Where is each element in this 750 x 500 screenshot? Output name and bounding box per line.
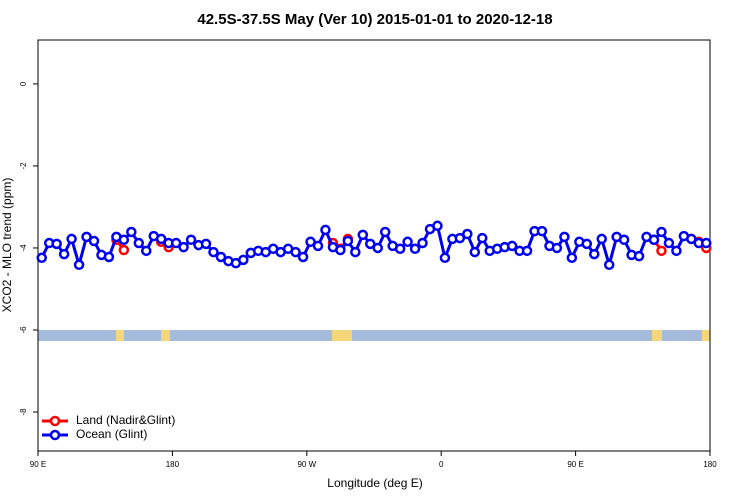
data-point (559, 231, 570, 243)
data-point (178, 241, 189, 253)
data-point (648, 234, 660, 246)
data-point (170, 237, 182, 249)
data-point (335, 244, 346, 256)
data-point (701, 237, 712, 249)
data-point (596, 233, 607, 245)
data-point (118, 234, 130, 246)
data-point (521, 245, 533, 257)
legend-marker (49, 429, 61, 441)
data-point (350, 246, 361, 258)
data-point (66, 233, 77, 245)
y-tick-label: -6 (19, 326, 28, 334)
x-tick-label: 90 E (30, 460, 46, 469)
y-axis-label: XCO2 - MLO trend (ppm) (0, 178, 14, 313)
data-point (663, 237, 675, 249)
x-tick-label: 90 E (567, 460, 583, 469)
data-point (73, 259, 85, 271)
legend-label: Land (Nadir&Glint) (76, 413, 175, 427)
data-point (656, 226, 667, 238)
x-tick-label: 90 W (297, 460, 316, 469)
data-point (342, 235, 354, 247)
x-tick-label: 180 (703, 460, 717, 469)
data-point (536, 225, 548, 237)
y-tick-label: -2 (19, 162, 28, 170)
data-point (656, 245, 667, 257)
data-point (185, 234, 197, 246)
data-point (551, 242, 563, 254)
data-point (417, 237, 428, 249)
data-point (365, 238, 376, 250)
data-point (126, 226, 137, 238)
data-point (686, 233, 697, 245)
data-point (372, 242, 383, 254)
data-point (454, 232, 466, 244)
data-point (581, 238, 593, 250)
data-point (589, 248, 600, 260)
data-point (290, 246, 301, 258)
surface-strip (38, 330, 710, 341)
data-point (200, 238, 212, 250)
legend-label: Ocean (Glint) (76, 427, 147, 441)
data-point (51, 238, 62, 250)
data-point (566, 252, 578, 264)
data-point (671, 245, 682, 257)
x-tick-label: 180 (166, 460, 180, 469)
data-point (402, 236, 413, 248)
chart-title: 42.5S-37.5S May (Ver 10) 2015-01-01 to 2… (197, 11, 552, 28)
data-point (155, 233, 167, 245)
data-point (88, 235, 100, 247)
data-point (409, 243, 421, 255)
data-point (58, 248, 70, 260)
data-point (238, 254, 249, 266)
data-point (215, 251, 227, 263)
data-point (379, 226, 391, 238)
data-point (603, 259, 615, 271)
data-point (462, 228, 473, 240)
data-point (506, 240, 518, 252)
data-point (432, 220, 443, 232)
data-point (133, 237, 145, 249)
y-tick-label: -4 (19, 244, 28, 252)
data-point (439, 252, 451, 264)
data-point (36, 252, 47, 264)
data-point (141, 245, 152, 257)
data-point (81, 231, 92, 243)
x-tick-label: 0 (439, 460, 444, 469)
y-tick-label: -8 (19, 408, 28, 416)
x-axis-label: Longitude (deg E) (327, 476, 422, 490)
data-point (103, 251, 115, 263)
y-tick-label: 0 (19, 81, 28, 86)
data-point (469, 246, 481, 258)
data-point (208, 246, 219, 258)
data-point (305, 236, 316, 248)
legend-marker (49, 415, 61, 427)
data-point (394, 243, 406, 255)
data-point (297, 251, 309, 263)
data-point (477, 232, 488, 244)
data-point (357, 229, 369, 241)
data-point (618, 234, 630, 246)
data-point (118, 244, 130, 256)
data-point (633, 250, 645, 262)
data-point (320, 224, 331, 236)
data-point (312, 240, 324, 252)
